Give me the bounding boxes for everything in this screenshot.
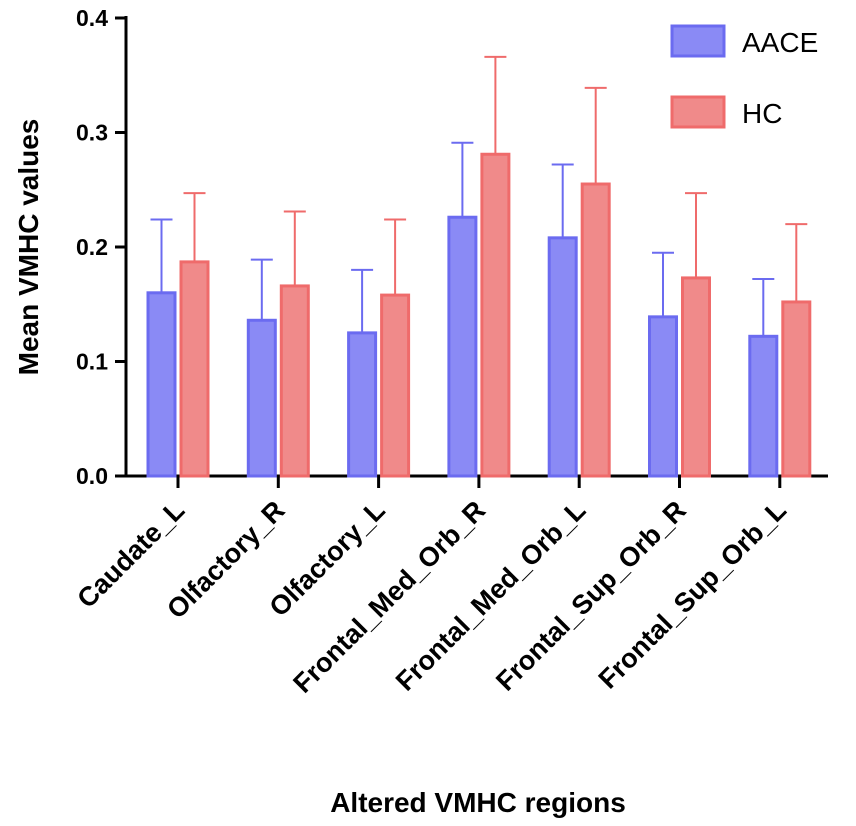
bar-hc <box>380 293 411 478</box>
bar-hc <box>580 182 611 478</box>
bars <box>146 152 812 478</box>
bar-hc <box>681 276 711 478</box>
y-tick-label: 0.0 <box>76 463 108 489</box>
bar-aace <box>447 215 478 478</box>
legend-swatch-aace <box>670 24 726 58</box>
bar-aace <box>648 315 678 478</box>
error-bars <box>150 55 808 337</box>
x-tick-label: Frontal_Sup_Orb_R <box>490 495 692 697</box>
legend-label-hc: HC <box>742 98 782 129</box>
y-tick-label: 0.1 <box>76 349 108 375</box>
bar-hc <box>279 284 310 478</box>
x-tick-label: Frontal_Med_Orb_L <box>390 495 592 697</box>
y-tick-label: 0.4 <box>76 5 108 31</box>
x-tick-label: Frontal_Sup_Orb_L <box>593 495 792 694</box>
legend-swatch-hc <box>670 95 726 129</box>
bar-aace <box>246 318 277 478</box>
legend: AACE HC <box>670 24 818 129</box>
x-axis-title: Altered VMHC regions <box>330 787 626 818</box>
bar-hc <box>781 300 812 478</box>
bar-aace <box>748 334 779 478</box>
bar-aace <box>547 236 578 478</box>
y-tick-label: 0.2 <box>76 234 108 260</box>
bar-aace <box>146 291 177 478</box>
x-tick-label: Frontal_Med_Orb_R <box>287 495 491 699</box>
y-axis-title: Mean VMHC values <box>13 119 44 376</box>
bar-hc <box>480 152 511 478</box>
legend-label-aace: AACE <box>742 27 818 58</box>
y-tick-label: 0.3 <box>76 120 108 146</box>
bar-hc <box>179 260 210 478</box>
bar-aace <box>347 331 378 478</box>
